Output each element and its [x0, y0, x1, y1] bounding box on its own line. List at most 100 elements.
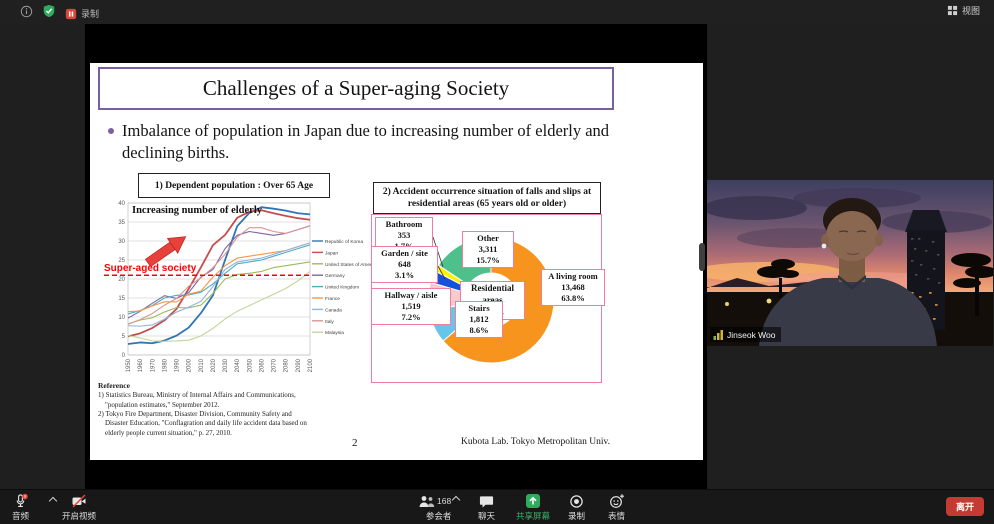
svg-text:1970: 1970 — [150, 358, 156, 372]
share-screen-button[interactable]: 共享屏幕 — [516, 492, 550, 522]
participants-button[interactable]: 168 参会者 — [418, 492, 461, 522]
reference-line: "population estimates," September 2012. — [98, 400, 220, 409]
pine-tree-right — [951, 253, 993, 316]
participants-chevron[interactable] — [451, 495, 461, 505]
recording-label: 录制 — [81, 9, 100, 19]
reactions-button[interactable]: 表情 — [608, 492, 625, 522]
svg-text:5: 5 — [122, 334, 126, 340]
svg-text:United Kingdom: United Kingdom — [325, 285, 359, 291]
audio-button[interactable]: 音频 — [12, 492, 29, 522]
svg-text:2040: 2040 — [235, 358, 241, 372]
chat-label: 聊天 — [478, 511, 496, 521]
slide-title-box: Challenges of a Super-aging Society — [98, 67, 614, 110]
info-icon[interactable] — [20, 5, 33, 23]
right-section-header: 2) Accident occurrence situation of fall… — [373, 182, 601, 214]
svg-text:2080: 2080 — [284, 358, 290, 372]
label-living-room: A living room 13,468 63.8% — [541, 269, 605, 306]
chat-icon — [479, 496, 494, 508]
svg-text:2060: 2060 — [259, 358, 265, 372]
video-panel-handle[interactable] — [699, 243, 705, 271]
svg-text:1990: 1990 — [175, 358, 181, 372]
svg-text:Japan: Japan — [325, 250, 338, 256]
svg-text:Germany: Germany — [325, 273, 345, 279]
chat-button[interactable]: 聊天 — [478, 492, 495, 522]
grid-view-icon — [947, 5, 958, 16]
svg-text:Canada: Canada — [325, 307, 342, 313]
svg-text:2070: 2070 — [272, 358, 278, 372]
svg-text:2090: 2090 — [296, 358, 302, 372]
participant-silhouette — [759, 198, 937, 346]
connection-quality-icon — [713, 330, 723, 340]
reference-heading: Reference — [98, 381, 130, 390]
slide-bullet: Imbalance of population in Japan due to … — [108, 120, 616, 164]
pine-tree-left — [757, 259, 799, 298]
left-section-header: 1) Dependent population : Over 65 Age — [138, 173, 330, 198]
svg-text:Malaysia: Malaysia — [325, 330, 344, 336]
svg-text:Republic of Korea: Republic of Korea — [325, 239, 363, 245]
video-label: 开启视频 — [62, 511, 97, 521]
recording-indicator[interactable]: 录制 — [65, 7, 99, 20]
svg-text:2010: 2010 — [199, 358, 205, 372]
svg-text:35: 35 — [118, 220, 125, 226]
svg-text:1950: 1950 — [126, 358, 132, 372]
reference-line: elderly people current situation," p. 27… — [98, 428, 232, 437]
participant-nametag: Jinseok Woo — [710, 327, 781, 342]
svg-text:2030: 2030 — [223, 358, 229, 372]
audio-label: 音频 — [12, 511, 30, 521]
view-button[interactable]: 视图 — [947, 4, 980, 17]
recording-pause-icon — [65, 8, 77, 19]
svg-text:2100: 2100 — [308, 358, 314, 372]
svg-text:2050: 2050 — [247, 358, 253, 372]
slide-credit: Kubota Lab. Tokyo Metropolitan Univ. — [461, 437, 610, 447]
presentation-slide: Challenges of a Super-aging Society Imba… — [90, 63, 703, 460]
participants-label: 参会者 — [425, 511, 452, 521]
reference-line: 2) Tokyo Fire Department, Disaster Divis… — [98, 410, 292, 418]
meeting-toolbar: 音频 开启视频 168 参会者 聊天 — [0, 489, 994, 524]
slide-page-number: 2 — [352, 437, 358, 449]
bullet-text: Imbalance of population in Japan due to … — [122, 121, 610, 162]
share-screen-icon — [526, 494, 540, 508]
slide-title: Challenges of a Super-aging Society — [202, 76, 510, 100]
svg-text:2020: 2020 — [211, 358, 217, 372]
svg-text:Italy: Italy — [325, 319, 334, 325]
reference-block: Reference 1) Statistics Bureau, Ministry… — [98, 381, 307, 438]
reactions-label: 表情 — [608, 511, 626, 521]
top-bar: 录制 视图 — [0, 0, 994, 24]
svg-text:25: 25 — [118, 258, 125, 264]
reference-lines: 1) Statistics Bureau, Ministry of Intern… — [98, 391, 307, 438]
svg-text:France: France — [325, 296, 340, 302]
svg-text:1980: 1980 — [162, 358, 168, 372]
label-other: Other 3,311 15.7% — [462, 231, 514, 268]
microphone-icon — [16, 493, 28, 508]
svg-text:20: 20 — [118, 277, 125, 283]
video-button[interactable]: 开启视频 — [62, 492, 96, 522]
webcam-video-tile: Jinseok Woo — [707, 180, 993, 346]
svg-text:Increasing number of elderly: Increasing number of elderly — [132, 205, 263, 216]
screen-share-area: Challenges of a Super-aging Society Imba… — [85, 24, 707, 490]
record-button[interactable]: 录制 — [568, 492, 585, 522]
record-label: 录制 — [568, 511, 586, 521]
svg-text:0: 0 — [122, 353, 126, 359]
view-label: 视图 — [961, 6, 980, 16]
svg-text:10: 10 — [118, 315, 125, 321]
leave-button[interactable]: 离开 — [946, 497, 984, 516]
bullet-dot-icon — [108, 128, 114, 134]
camera-off-icon — [72, 494, 86, 508]
svg-text:15: 15 — [118, 296, 125, 302]
webcam-scene — [707, 180, 993, 346]
participants-count: 168 — [437, 496, 452, 506]
audio-options-chevron[interactable] — [48, 496, 58, 506]
encryption-shield-icon[interactable] — [42, 4, 56, 23]
reference-line: 1) Statistics Bureau, Ministry of Intern… — [98, 391, 296, 400]
participants-icon — [419, 496, 435, 507]
reactions-icon — [609, 494, 624, 508]
label-hallway-aisle: Hallway / aisle 1,519 7.2% — [371, 288, 451, 325]
label-stairs: Stairs 1,812 8.6% — [455, 301, 503, 338]
svg-text:United States of America: United States of America — [325, 262, 378, 268]
svg-text:2000: 2000 — [187, 358, 193, 372]
label-garden-site: Garden / site 648 3.1% — [371, 246, 438, 283]
reference-line: Disaster Education, "Conflagration and d… — [98, 419, 307, 428]
participant-name: Jinseok Woo — [727, 329, 776, 340]
